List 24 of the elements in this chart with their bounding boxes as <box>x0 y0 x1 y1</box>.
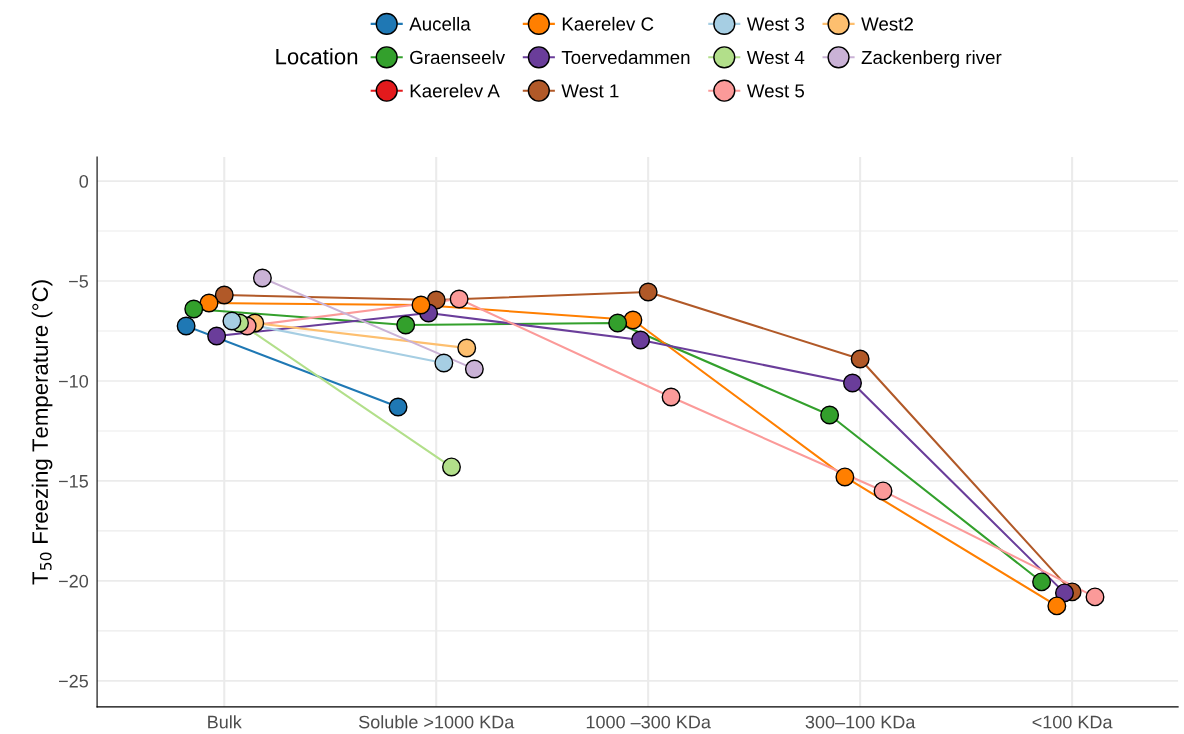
legend-label: Zackenberg river <box>861 50 1002 68</box>
x-tick-label: 300–100 KDa <box>805 715 916 729</box>
legend-label: West 5 <box>746 84 805 98</box>
legend-label: Graenseelv <box>410 50 506 65</box>
legend-label: Kaerelev C <box>562 16 654 31</box>
legend-label: Kaerelev A <box>410 83 500 98</box>
legend-title: Location <box>276 48 358 65</box>
y-tick-label: −25 <box>59 674 88 688</box>
y-axis-title: T$_{50}$ Freezing Temperature (°C) <box>31 280 53 585</box>
legend-label: Toervedammen <box>561 50 690 65</box>
x-tick-label: Soluble >1000 KDa <box>359 715 515 729</box>
x-tick-label: <100 KDa <box>1032 715 1113 729</box>
x-tick-label: 1000 –300 KDa <box>586 715 711 729</box>
legend-label: West 1 <box>561 84 619 98</box>
legend-label: Aucella <box>409 16 471 31</box>
legend-label: West2 <box>861 17 913 31</box>
x-tick-label: Bulk <box>208 715 242 729</box>
legend-label: West 4 <box>746 50 805 65</box>
y-tick-label: −5 <box>69 275 88 288</box>
legend-label: West 3 <box>746 17 804 31</box>
y-tick-label: 0 <box>79 175 89 188</box>
y-tick-label: −10 <box>59 374 89 388</box>
y-tick-label: −20 <box>59 574 89 588</box>
y-tick-label: −15 <box>59 475 88 488</box>
